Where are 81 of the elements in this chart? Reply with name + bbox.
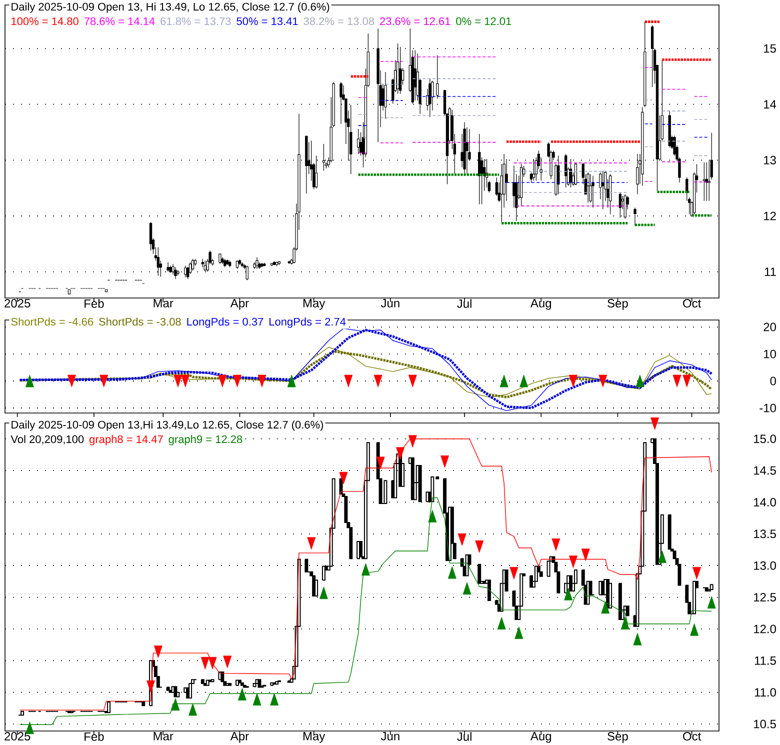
- text: ShortPds = -4.66: [11, 318, 94, 326]
- x-tick-label: Oct: [683, 299, 702, 308]
- text: LongPds = 0.37: [187, 318, 264, 328]
- x-tick-label: Oct: [683, 732, 702, 741]
- y-tick-label: 11.5: [754, 656, 776, 665]
- point: [620, 617, 630, 630]
- candlestick: [636, 154, 639, 194]
- y-tick-label: 10.5: [754, 720, 776, 728]
- text: 23.6% = 12.61: [380, 17, 450, 26]
- point: [514, 626, 524, 639]
- x-tick-label: Apr: [230, 732, 249, 743]
- x-tick-label: 2025: [4, 299, 30, 308]
- text: 78.6% = 14.14: [84, 17, 155, 26]
- x-tick-label: Apr: [230, 299, 249, 310]
- y-tick-label: 13: [764, 156, 776, 164]
- candlestick: [708, 160, 710, 202]
- y-tick-label: 13.5: [754, 530, 776, 538]
- annotation: Vol 20,209,100: [10, 435, 84, 444]
- y-tick-label: 10: [764, 350, 776, 358]
- candlestick: [172, 264, 174, 275]
- candlestick: [673, 135, 676, 156]
- y-tick-label: 11.0: [754, 688, 776, 697]
- x-tick-label: Mar: [154, 732, 174, 740]
- chart-title: Daily 2025-10-09 Open 13,Hi 13.49,Lo 12.65, Close 12.7 (0.6%): [12, 420, 324, 431]
- text: 100% = 14.80: [12, 17, 78, 26]
- candlestick: [350, 104, 352, 174]
- y-tick-label: 15: [764, 44, 776, 53]
- candlestick: [305, 136, 308, 194]
- y-tick-label: 12: [764, 212, 776, 220]
- x-tick-label: Feb: [84, 732, 104, 741]
- candlestick: [260, 262, 264, 268]
- x-tick-label: Sep: [608, 299, 628, 310]
- point: [238, 688, 246, 700]
- y-tick-label: 14.0: [754, 498, 776, 506]
- x-tick-label: Mar: [154, 299, 174, 308]
- point: [497, 617, 506, 630]
- y-tick-label: 0: [770, 376, 776, 386]
- y-tick-label: 12.5: [754, 593, 776, 602]
- text: 61.8% = 13.73: [160, 17, 231, 26]
- x-tick-label: Jun: [380, 732, 400, 740]
- candlestick: [512, 165, 516, 208]
- candlestick: [634, 207, 636, 226]
- candlestick: [174, 267, 177, 280]
- text: 50% = 13.41: [236, 17, 298, 26]
- y-tick-label: 11: [764, 268, 776, 276]
- x-tick-label: May: [303, 299, 326, 310]
- x-tick-label: Jul: [457, 732, 472, 741]
- x-tick-label: Aug: [530, 732, 552, 743]
- candlestick: [258, 262, 261, 270]
- chart-title: Daily 2025-10-09 Open 13, Hi 13.49, Lo 12.65, Close 12.7 (0.6%): [12, 2, 330, 13]
- text: ShortPds = -3.08: [99, 318, 181, 326]
- text: graph9 = 12.28: [168, 435, 242, 446]
- point: [154, 646, 162, 658]
- x-tick-label: 2025: [4, 732, 30, 741]
- candlestick: [557, 155, 560, 194]
- y-tick-label: 13.0: [754, 561, 776, 570]
- candlestick: [428, 78, 432, 118]
- x-tick-label: May: [303, 732, 326, 743]
- candlestick: [500, 164, 503, 222]
- x-tick-label: Sep: [608, 732, 628, 743]
- y-tick-label: 15.0: [754, 434, 776, 444]
- x-tick-label: Aug: [530, 299, 552, 310]
- candlestick: [463, 122, 466, 174]
- candlestick: [384, 72, 387, 120]
- y-tick-label: -10: [760, 404, 776, 412]
- y-tick-label: 20: [764, 322, 776, 332]
- candlestick: [586, 172, 590, 203]
- y-tick-label: 12.0: [754, 624, 776, 634]
- text: 38.2% = 13.08: [304, 17, 374, 26]
- candlestick: [253, 262, 256, 270]
- y-tick-label: 14: [764, 100, 776, 108]
- y-tick-label: 14.5: [754, 466, 776, 475]
- x-tick-label: Feb: [84, 299, 104, 308]
- candlestick: [256, 256, 258, 270]
- candlestick: [340, 82, 342, 124]
- point: [658, 550, 666, 563]
- x-tick-label: Jun: [380, 299, 400, 308]
- text: graph8 = 14.47: [90, 435, 163, 446]
- x-tick-label: Jul: [457, 299, 472, 308]
- text: 0% = 12.01: [456, 17, 512, 26]
- series-label: LongPds = 2.74: [270, 318, 346, 328]
